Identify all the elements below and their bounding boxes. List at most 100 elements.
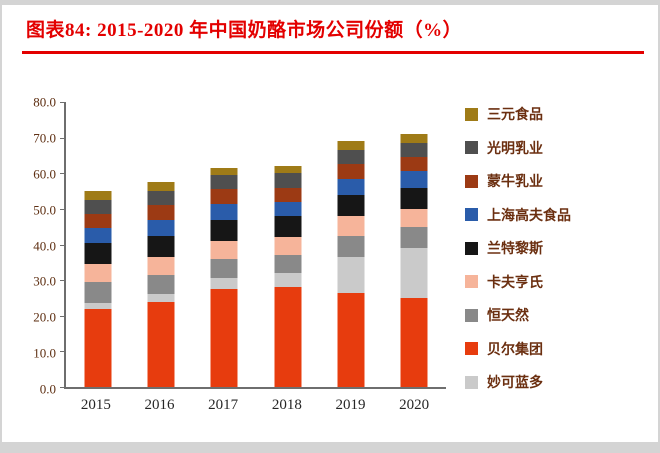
bar-segment-卡夫亨氏 [210,240,238,259]
bar-segment-恒天然 [84,281,112,304]
bar-segment-兰特黎斯 [337,194,365,216]
bar-segment-三元食品 [84,191,112,200]
bar-segment-三元食品 [274,166,302,174]
bar-segment-蒙牛乳业 [274,187,302,202]
y-tick-mark [60,208,65,210]
bar-segment-上海高夫食品 [210,203,238,220]
y-axis: 0.0 10.0 20.0 30.0 40.0 50.0 60.0 70.0 80.0 [2,96,58,396]
y-tick-label: 0.0 [39,381,56,397]
bar-segment-妙可蓝多 [147,294,175,302]
bar-segment-卡夫亨氏 [84,264,112,282]
bar-segment-妙可蓝多 [337,256,365,293]
legend-item: 兰特黎斯 [465,238,650,258]
y-tick-mark [60,280,65,282]
legend-label: 贝尔集团 [487,341,543,358]
y-tick-mark [60,102,65,103]
bar-segment-光明乳业 [210,175,238,190]
bar-segment-恒天然 [337,235,365,257]
bar-2019 [337,102,365,387]
bar-2016 [147,102,175,387]
bar-segment-贝尔集团 [400,297,428,387]
bar-segment-兰特黎斯 [210,219,238,241]
legend-item: 三元食品 [465,104,650,124]
bar-segment-恒天然 [274,255,302,273]
bar-segment-卡夫亨氏 [337,216,365,236]
y-tick-label: 60.0 [33,166,56,182]
legend-label: 上海高夫食品 [487,207,571,224]
bar-segment-兰特黎斯 [84,242,112,265]
legend-label: 卡夫亨氏 [487,274,543,291]
legend-swatch-icon [465,275,478,288]
bar-2018 [274,102,302,387]
y-tick-label: 20.0 [33,309,56,325]
title-underline [22,51,644,54]
bar-segment-上海高夫食品 [84,228,112,243]
y-tick-label: 30.0 [33,273,56,289]
bar-segment-蒙牛乳业 [210,189,238,204]
y-tick-label: 50.0 [33,202,56,218]
legend-label: 恒天然 [487,308,529,324]
legend-item: 卡夫亨氏 [465,272,650,292]
bar-segment-贝尔集团 [210,289,238,387]
bar-segment-光明乳业 [400,142,428,158]
legend-item: 妙可蓝多 [465,372,650,392]
bar-segment-兰特黎斯 [274,216,302,238]
bar-segment-恒天然 [147,274,175,295]
bar-segment-恒天然 [210,258,238,279]
bar-2017 [210,102,238,387]
bar-segment-贝尔集团 [274,287,302,387]
y-tick-mark [60,351,65,353]
legend-swatch-icon [465,141,478,154]
bar-segment-兰特黎斯 [147,235,175,257]
y-tick-label: 10.0 [33,345,56,361]
legend: 三元食品光明乳业蒙牛乳业上海高夫食品 兰特黎斯卡夫亨氏恒天然贝尔集团妙可蓝多 [465,104,650,392]
bar-segment-卡夫亨氏 [274,237,302,256]
bar-segment-三元食品 [147,182,175,192]
legend-item: 恒天然 [465,305,650,325]
plot-area [60,102,446,389]
y-tick-mark [60,137,65,139]
bar-segment-上海高夫食品 [147,219,175,236]
legend-swatch-icon [465,342,478,355]
bar-segment-蒙牛乳业 [147,205,175,220]
bar-2020 [400,102,428,387]
legend-label: 妙可蓝多 [487,375,543,391]
x-tick-label: 2015 [80,397,111,413]
bar-segment-妙可蓝多 [210,278,238,290]
bar-segment-贝尔集团 [337,292,365,387]
y-tick-mark [60,315,65,317]
bar-segment-兰特黎斯 [400,187,428,209]
bar-segment-蒙牛乳业 [400,157,428,172]
bar-segment-卡夫亨氏 [400,208,428,227]
bar-segment-蒙牛乳业 [84,214,112,229]
chart-title: 图表84: 2015-2020 年中国奶酪市场公司份额（%） [26,20,463,41]
bar-segment-妙可蓝多 [400,248,428,298]
legend-item: 光明乳业 [465,138,650,158]
bar-segment-贝尔集团 [84,308,112,387]
bar-segment-三元食品 [210,167,238,176]
bar-segment-三元食品 [337,141,365,151]
bar-segment-光明乳业 [274,173,302,188]
bar-segment-上海高夫食品 [274,201,302,216]
legend-swatch-icon [465,174,478,188]
bar-segment-三元食品 [400,134,428,143]
y-tick-label: 70.0 [33,130,56,146]
bar-segment-贝尔集团 [147,301,175,387]
legend-label: 光明乳业 [487,140,543,157]
legend-item: 蒙牛乳业 [465,171,650,191]
bar-segment-光明乳业 [337,150,365,165]
report-card: 图表84: 2015-2020 年中国奶酪市场公司份额（%） 0.0 10.0 20… [2,5,658,442]
x-tick-label: 2017 [208,397,239,413]
y-tick-label: 40.0 [33,238,56,253]
legend-swatch-icon [465,375,478,389]
bar-segment-恒天然 [400,226,428,249]
x-tick-label: 2020 [399,397,430,413]
legend-label: 兰特黎斯 [487,241,543,257]
legend-swatch-icon [465,107,478,121]
bar-segment-上海高夫食品 [400,171,428,188]
legend-item: 贝尔集团 [465,339,650,359]
x-tick-label: 2016 [144,397,175,413]
y-tick-mark [60,244,65,246]
legend-swatch-icon [465,208,478,221]
bar-segment-蒙牛乳业 [337,164,365,179]
